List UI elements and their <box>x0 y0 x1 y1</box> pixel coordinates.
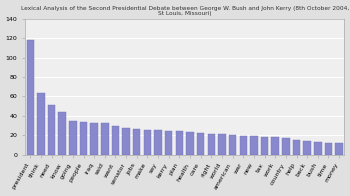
Bar <box>186 132 194 154</box>
Bar <box>303 141 311 154</box>
Bar <box>272 137 279 154</box>
Bar <box>122 128 130 154</box>
Bar <box>250 136 258 154</box>
Bar <box>69 121 77 154</box>
Bar <box>293 140 300 154</box>
Bar <box>229 135 236 154</box>
Bar <box>282 138 289 154</box>
Bar <box>325 143 332 154</box>
Bar <box>48 105 55 154</box>
Bar <box>80 122 87 154</box>
Bar <box>335 143 343 154</box>
Bar <box>154 130 162 154</box>
Bar <box>218 134 226 154</box>
Bar <box>133 129 140 154</box>
Bar <box>176 131 183 154</box>
Bar <box>144 130 151 154</box>
Bar <box>261 137 268 154</box>
Bar <box>58 112 66 154</box>
Bar <box>208 134 215 154</box>
Bar <box>314 142 322 154</box>
Bar <box>197 133 204 154</box>
Bar <box>112 126 119 154</box>
Bar <box>165 131 173 154</box>
Bar <box>101 122 108 154</box>
Bar <box>239 136 247 154</box>
Bar <box>37 93 45 154</box>
Bar <box>27 40 34 154</box>
Title: Lexical Analysis of the Second Presidential Debate between George W. Bush and Jo: Lexical Analysis of the Second President… <box>21 5 349 16</box>
Bar <box>90 122 98 154</box>
